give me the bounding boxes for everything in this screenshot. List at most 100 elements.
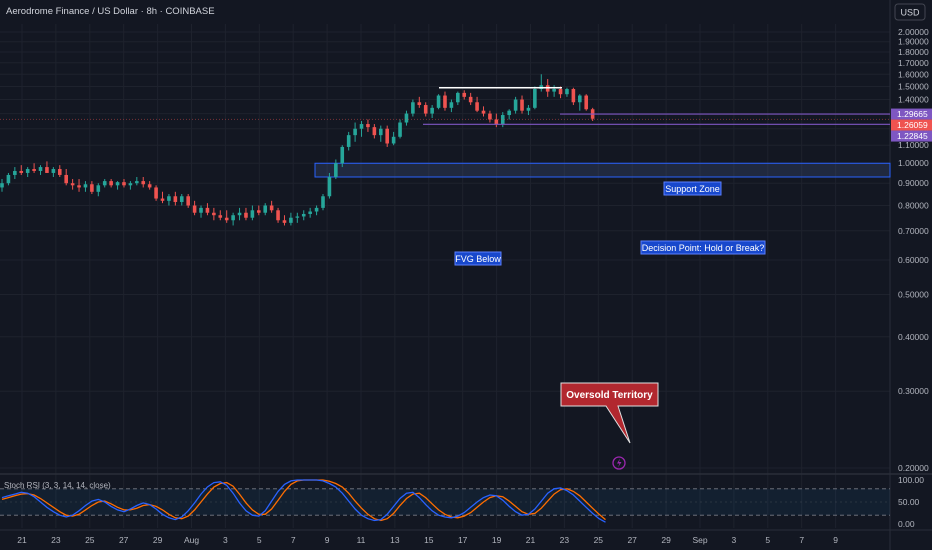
fvg-zone[interactable] (314, 162, 891, 178)
candle-body[interactable] (411, 102, 415, 114)
candle-body[interactable] (244, 212, 248, 218)
fvg-below-annotation[interactable]: FVG Below (454, 251, 502, 266)
candle-body[interactable] (38, 167, 43, 171)
candle-body[interactable] (578, 95, 582, 103)
candle-body[interactable] (513, 99, 518, 111)
candle-body[interactable] (109, 181, 113, 186)
candle-body[interactable] (224, 217, 229, 221)
support-zone-annotation[interactable]: Support Zone (663, 181, 722, 196)
candle-body[interactable] (558, 89, 563, 95)
flash-icon[interactable] (612, 456, 626, 470)
candle-body[interactable] (443, 95, 447, 108)
candle-body[interactable] (141, 181, 146, 185)
candle-body[interactable] (481, 110, 486, 114)
candle-body[interactable] (500, 115, 505, 125)
candle-body[interactable] (70, 183, 75, 186)
candle-body[interactable] (308, 211, 312, 214)
candle-body[interactable] (77, 185, 81, 188)
candle-body[interactable] (494, 119, 499, 125)
candle-body[interactable] (115, 182, 120, 186)
candle-body[interactable] (526, 107, 531, 111)
candle-body[interactable] (64, 174, 68, 184)
decision-point-annotation[interactable]: Decision Point: Hold or Break? (640, 240, 766, 255)
candle-body[interactable] (385, 128, 389, 144)
candle-body[interactable] (430, 107, 434, 114)
candles[interactable] (0, 74, 595, 226)
candle-body[interactable] (6, 174, 11, 184)
candle-body[interactable] (45, 167, 49, 173)
candle-body[interactable] (475, 102, 479, 111)
candle-body[interactable] (584, 95, 589, 110)
currency-button[interactable]: USD (894, 3, 926, 21)
candle-body[interactable] (346, 135, 351, 147)
candle-body[interactable] (212, 212, 216, 216)
candle-body[interactable] (391, 136, 396, 144)
candle-body[interactable] (57, 169, 62, 175)
candle-body[interactable] (340, 146, 345, 164)
candle-body[interactable] (96, 185, 101, 192)
candle-body[interactable] (13, 170, 17, 175)
candle-body[interactable] (231, 215, 235, 221)
candle-body[interactable] (417, 102, 422, 106)
candle-body[interactable] (128, 183, 133, 186)
candle-body[interactable] (295, 216, 300, 218)
candle-body[interactable] (552, 89, 556, 92)
candle-body[interactable] (250, 210, 255, 218)
candle-body[interactable] (423, 105, 428, 114)
candle-body[interactable] (571, 89, 576, 103)
candle-body[interactable] (147, 184, 152, 188)
candle-body[interactable] (269, 205, 274, 211)
candle-body[interactable] (436, 95, 441, 108)
candle-body[interactable] (398, 122, 402, 137)
candle-body[interactable] (257, 210, 261, 213)
candle-body[interactable] (353, 128, 357, 136)
candle-body[interactable] (32, 169, 36, 171)
candle-body[interactable] (122, 182, 126, 186)
candle-body[interactable] (199, 207, 203, 213)
candle-body[interactable] (359, 124, 364, 129)
candle-body[interactable] (366, 124, 370, 128)
candle-body[interactable] (167, 196, 171, 201)
candle-body[interactable] (462, 92, 467, 97)
candle-body[interactable] (218, 215, 223, 218)
candle-body[interactable] (378, 128, 383, 136)
candle-body[interactable] (314, 207, 319, 212)
candle-body[interactable] (289, 217, 293, 223)
candle-body[interactable] (51, 169, 56, 173)
candle-body[interactable] (154, 187, 158, 199)
candle-body[interactable] (160, 198, 165, 201)
candle-body[interactable] (25, 169, 30, 173)
candle-body[interactable] (507, 110, 511, 116)
candle-body[interactable] (263, 205, 268, 213)
candle-body[interactable] (372, 127, 377, 136)
candle-body[interactable] (276, 210, 280, 221)
candle-body[interactable] (282, 220, 287, 223)
candle-body[interactable] (179, 196, 184, 202)
candle-body[interactable] (102, 181, 107, 186)
candle-body[interactable] (334, 163, 338, 177)
stoch-k-line[interactable] (1, 479, 606, 523)
stoch-rsi-pane[interactable] (0, 479, 890, 523)
candle-body[interactable] (0, 183, 4, 188)
candle-body[interactable] (468, 96, 473, 103)
candle-body[interactable] (456, 92, 460, 103)
candle-body[interactable] (192, 205, 197, 213)
candle-body[interactable] (327, 176, 332, 197)
candle-body[interactable] (205, 207, 210, 213)
candle-body[interactable] (321, 196, 325, 208)
candle-body[interactable] (404, 113, 409, 123)
candle-body[interactable] (173, 196, 178, 202)
candle-body[interactable] (19, 170, 24, 173)
candle-body[interactable] (520, 99, 524, 111)
candle-body[interactable] (449, 102, 454, 108)
candle-body[interactable] (90, 184, 94, 192)
candle-body[interactable] (565, 89, 569, 95)
candle-body[interactable] (237, 212, 242, 216)
candle-body[interactable] (301, 213, 306, 217)
candle-body[interactable] (488, 113, 492, 120)
oversold-callout[interactable]: Oversold Territory (560, 382, 659, 444)
candle-body[interactable] (186, 196, 190, 206)
candle-body[interactable] (533, 89, 537, 108)
